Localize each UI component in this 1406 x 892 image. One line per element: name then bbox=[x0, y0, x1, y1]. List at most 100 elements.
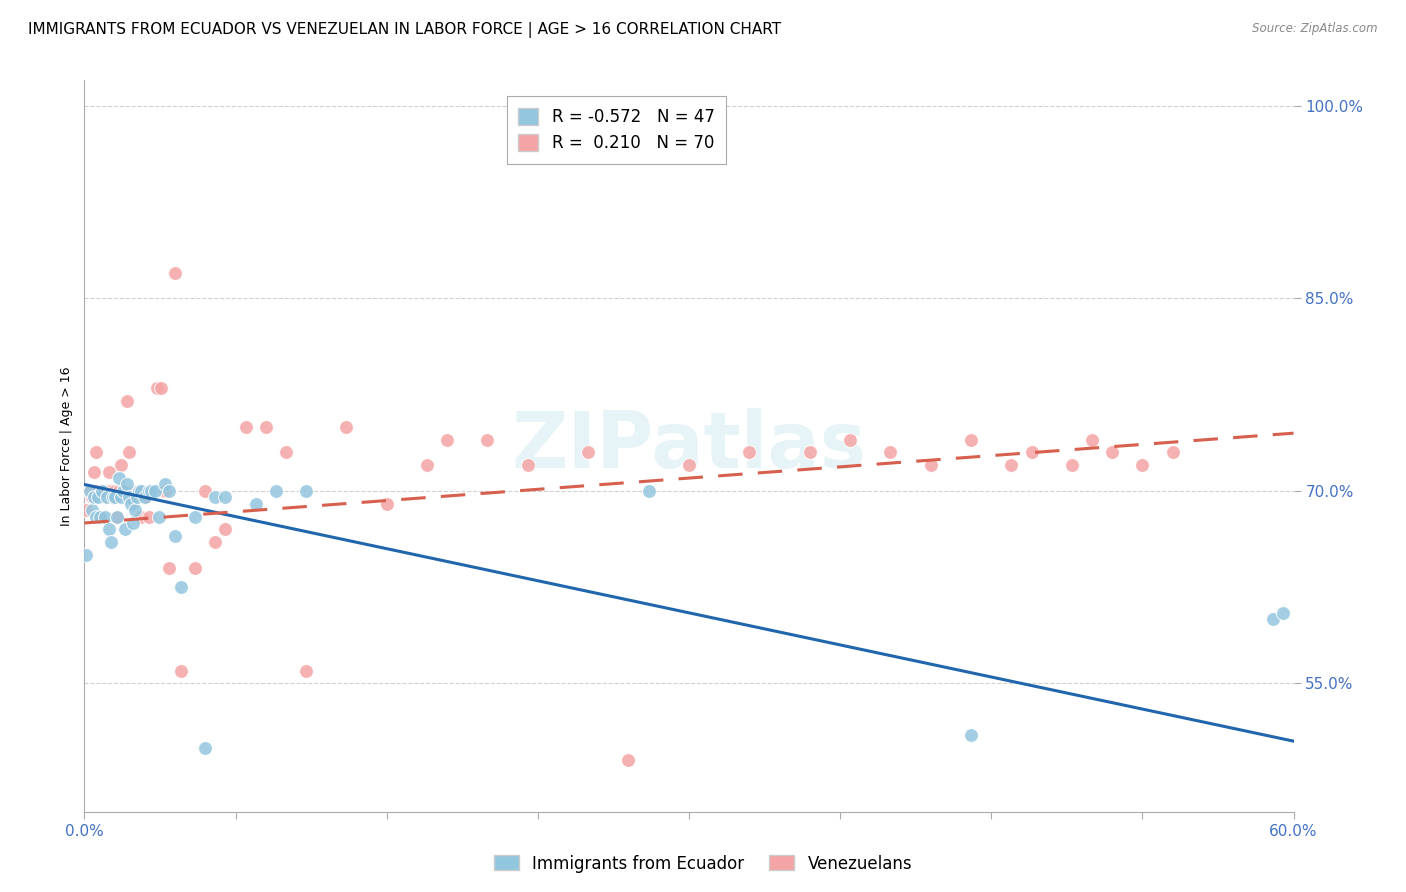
Point bbox=[111, 483, 134, 498]
Point bbox=[204, 491, 226, 505]
Point bbox=[920, 458, 942, 473]
Point bbox=[100, 483, 122, 498]
Point bbox=[129, 483, 152, 498]
Point bbox=[124, 483, 146, 498]
Point bbox=[91, 483, 114, 498]
Point bbox=[86, 445, 108, 459]
Point bbox=[118, 445, 141, 459]
Point bbox=[96, 491, 118, 505]
Point bbox=[134, 491, 156, 505]
Point bbox=[101, 491, 124, 505]
Point bbox=[132, 483, 155, 498]
Point bbox=[110, 458, 132, 473]
Point bbox=[194, 740, 217, 755]
Point bbox=[89, 509, 111, 524]
Point bbox=[436, 433, 458, 447]
Point bbox=[115, 477, 138, 491]
Point bbox=[101, 491, 124, 505]
Point bbox=[104, 483, 127, 498]
Point bbox=[214, 523, 236, 537]
Point bbox=[77, 483, 100, 498]
Point bbox=[477, 433, 499, 447]
Point bbox=[960, 433, 983, 447]
Point bbox=[121, 516, 143, 530]
Point bbox=[165, 266, 187, 280]
Point bbox=[295, 664, 318, 678]
Point bbox=[148, 509, 170, 524]
Point bbox=[125, 491, 148, 505]
Point bbox=[738, 445, 761, 459]
Point bbox=[82, 503, 104, 517]
Point bbox=[118, 491, 141, 505]
Point bbox=[375, 497, 398, 511]
Point bbox=[184, 509, 207, 524]
Point bbox=[516, 458, 538, 473]
Point bbox=[157, 483, 180, 498]
Point bbox=[1000, 458, 1022, 473]
Point bbox=[165, 529, 187, 543]
Point bbox=[960, 728, 983, 742]
Point bbox=[1060, 458, 1083, 473]
Point bbox=[142, 483, 165, 498]
Text: Source: ZipAtlas.com: Source: ZipAtlas.com bbox=[1253, 22, 1378, 36]
Point bbox=[87, 491, 110, 505]
Point bbox=[157, 561, 180, 575]
Point bbox=[120, 497, 142, 511]
Point bbox=[120, 483, 142, 498]
Point bbox=[114, 523, 136, 537]
Point bbox=[138, 483, 160, 498]
Point bbox=[125, 483, 148, 498]
Legend: Immigrants from Ecuador, Venezuelans: Immigrants from Ecuador, Venezuelans bbox=[486, 848, 920, 880]
Point bbox=[79, 483, 101, 498]
Point bbox=[100, 535, 122, 549]
Point bbox=[124, 503, 146, 517]
Point bbox=[1161, 445, 1184, 459]
Point bbox=[93, 483, 115, 498]
Point bbox=[105, 509, 128, 524]
Point bbox=[1081, 433, 1104, 447]
Point bbox=[121, 491, 143, 505]
Point bbox=[110, 491, 132, 505]
Point bbox=[114, 483, 136, 498]
Point bbox=[1132, 458, 1154, 473]
Text: IMMIGRANTS FROM ECUADOR VS VENEZUELAN IN LABOR FORCE | AGE > 16 CORRELATION CHAR: IMMIGRANTS FROM ECUADOR VS VENEZUELAN IN… bbox=[28, 22, 782, 38]
Point bbox=[170, 580, 193, 594]
Point bbox=[104, 491, 127, 505]
Point bbox=[138, 509, 160, 524]
Point bbox=[254, 419, 277, 434]
Point bbox=[97, 523, 120, 537]
Point bbox=[1101, 445, 1123, 459]
Point bbox=[143, 483, 166, 498]
Point bbox=[86, 483, 108, 498]
Point bbox=[678, 458, 700, 473]
Point bbox=[105, 509, 128, 524]
Point bbox=[134, 491, 156, 505]
Point bbox=[82, 491, 104, 505]
Point bbox=[170, 664, 193, 678]
Point bbox=[214, 491, 236, 505]
Point bbox=[153, 477, 176, 491]
Point bbox=[637, 483, 659, 498]
Point bbox=[879, 445, 901, 459]
Point bbox=[128, 483, 150, 498]
Point bbox=[194, 483, 217, 498]
Y-axis label: In Labor Force | Age > 16: In Labor Force | Age > 16 bbox=[60, 367, 73, 525]
Point bbox=[97, 465, 120, 479]
Point bbox=[96, 483, 118, 498]
Point bbox=[79, 483, 101, 498]
Point bbox=[89, 509, 111, 524]
Point bbox=[184, 561, 207, 575]
Point bbox=[128, 483, 150, 498]
Point bbox=[111, 483, 134, 498]
Point bbox=[1021, 445, 1043, 459]
Point bbox=[93, 509, 115, 524]
Point bbox=[83, 465, 105, 479]
Point bbox=[235, 419, 257, 434]
Point bbox=[115, 394, 138, 409]
Point bbox=[799, 445, 821, 459]
Point bbox=[335, 419, 357, 434]
Point bbox=[617, 753, 640, 767]
Point bbox=[146, 381, 169, 395]
Point bbox=[295, 483, 318, 498]
Point bbox=[264, 483, 287, 498]
